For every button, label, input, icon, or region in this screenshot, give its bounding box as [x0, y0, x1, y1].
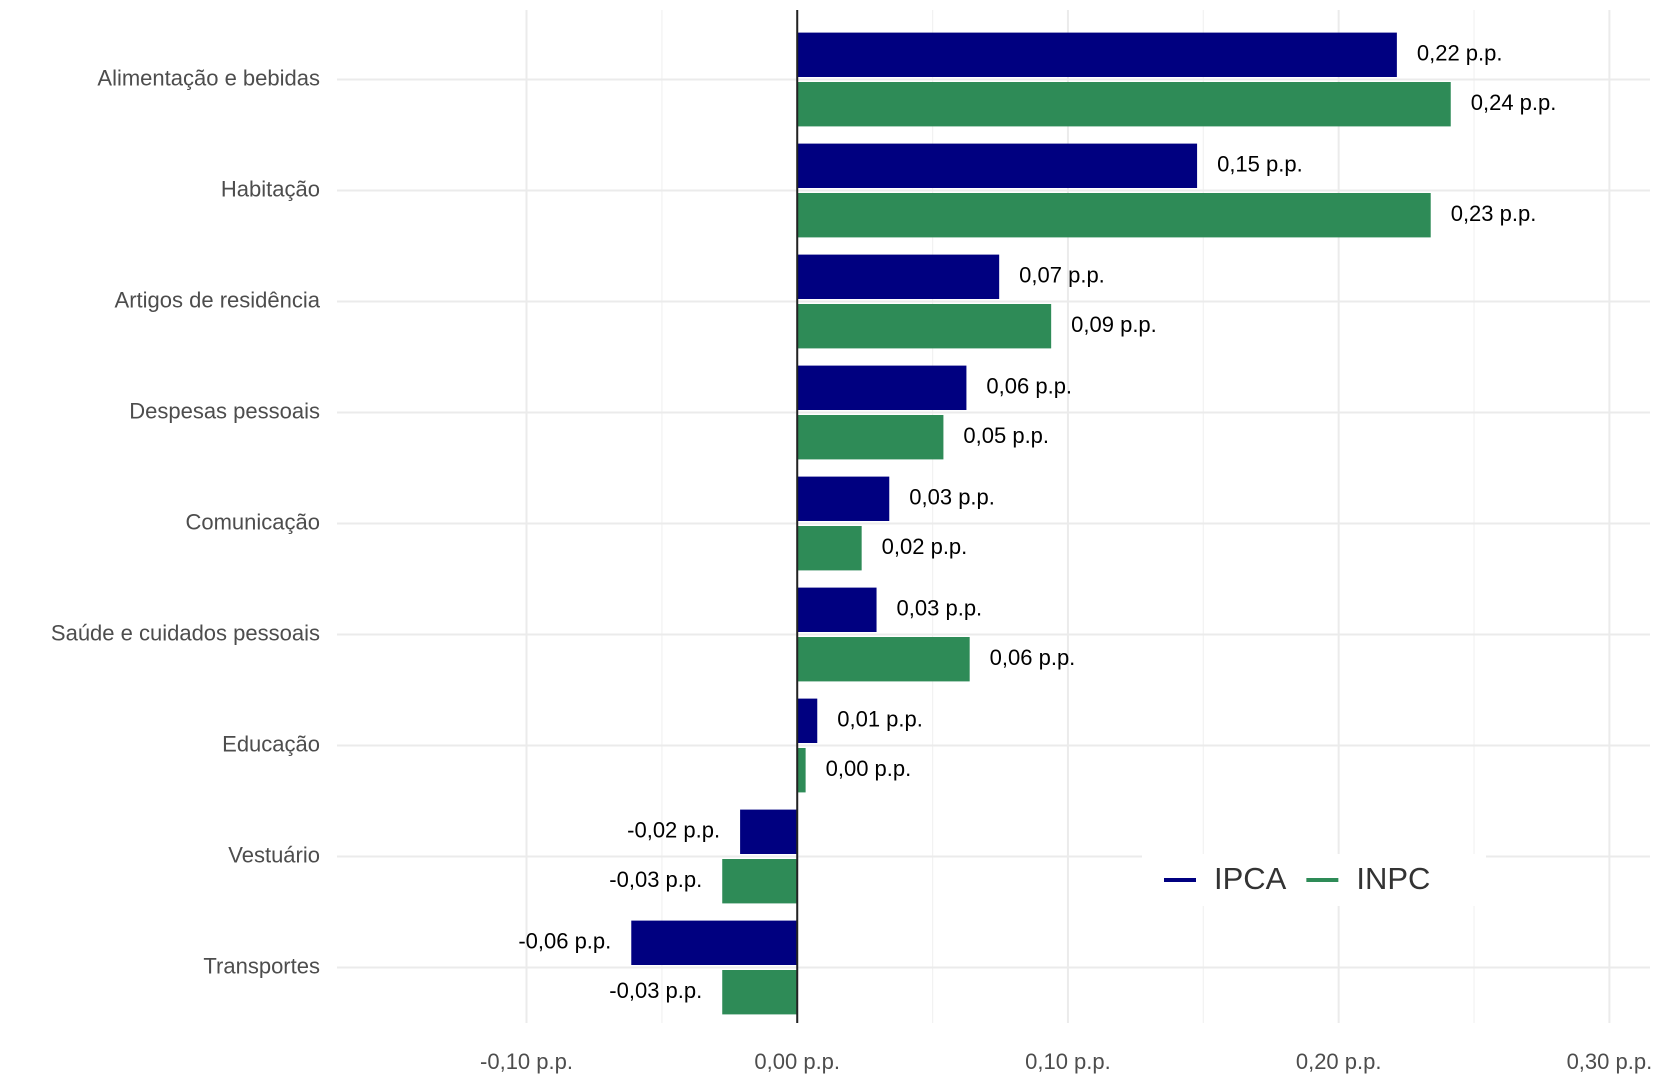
- value-label: 0,22 p.p.: [1417, 41, 1503, 66]
- y-tick-label: Vestuário: [228, 842, 320, 867]
- bar: [797, 143, 1198, 189]
- x-tick-label: 0,30 p.p.: [1567, 1049, 1653, 1074]
- bar: [797, 587, 877, 633]
- bar: [797, 525, 862, 571]
- value-label: 0,00 p.p.: [826, 756, 912, 781]
- bar: [797, 32, 1397, 78]
- grid: [337, 10, 1650, 1023]
- value-label: 0,03 p.p.: [909, 485, 995, 510]
- bar: [797, 254, 1000, 300]
- bar: [797, 476, 890, 522]
- y-tick-label: Artigos de residência: [115, 287, 321, 312]
- value-label: 0,03 p.p.: [897, 596, 983, 621]
- value-label: 0,07 p.p.: [1019, 263, 1105, 288]
- bar: [722, 969, 798, 1015]
- y-tick-label: Transportes: [203, 953, 320, 978]
- y-tick-label: Educação: [222, 731, 320, 756]
- value-label: 0,23 p.p.: [1451, 201, 1537, 226]
- bar: [797, 303, 1052, 349]
- bar: [797, 192, 1431, 238]
- value-label: -0,02 p.p.: [627, 818, 720, 843]
- value-label: 0,06 p.p.: [986, 374, 1072, 399]
- y-tick-label: Alimentação e bebidas: [97, 65, 320, 90]
- legend-label: IPCA: [1214, 861, 1287, 896]
- bar: [797, 636, 970, 682]
- x-tick-label: 0,10 p.p.: [1025, 1049, 1111, 1074]
- y-tick-label: Comunicação: [185, 509, 320, 534]
- value-label: 0,24 p.p.: [1471, 90, 1557, 115]
- legend: IPCA INPC: [1142, 854, 1486, 906]
- bar: [631, 920, 798, 966]
- bar: [797, 81, 1451, 127]
- x-tick-label: -0,10 p.p.: [480, 1049, 573, 1074]
- bar: [797, 747, 806, 793]
- value-label: 0,05 p.p.: [963, 423, 1049, 448]
- bar: [740, 809, 798, 855]
- x-tick-label: 0,00 p.p.: [754, 1049, 840, 1074]
- x-tick-label: 0,20 p.p.: [1296, 1049, 1382, 1074]
- y-tick-label: Saúde e cuidados pessoais: [51, 620, 320, 645]
- value-label: -0,03 p.p.: [609, 978, 702, 1003]
- bar: [797, 365, 967, 411]
- value-label: 0,01 p.p.: [837, 707, 923, 732]
- bar: [722, 858, 798, 904]
- bar: [797, 414, 944, 460]
- y-tick-label: Habitação: [221, 176, 320, 201]
- value-label: 0,15 p.p.: [1217, 152, 1303, 177]
- value-label: 0,02 p.p.: [882, 534, 968, 559]
- value-label: 0,06 p.p.: [990, 645, 1076, 670]
- value-label: 0,09 p.p.: [1071, 312, 1157, 337]
- y-tick-label: Despesas pessoais: [129, 398, 320, 423]
- value-label: -0,06 p.p.: [518, 929, 611, 954]
- value-label: -0,03 p.p.: [609, 867, 702, 892]
- bar: [797, 698, 818, 744]
- legend-label: INPC: [1356, 861, 1430, 896]
